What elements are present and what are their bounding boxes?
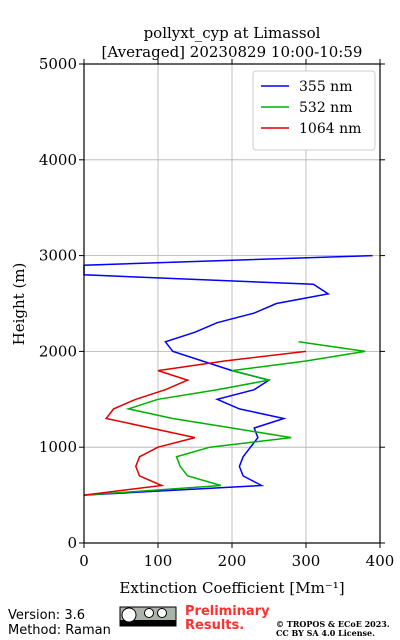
x-tick-label: 400 — [366, 552, 395, 570]
license: CC BY SA 4.0 License. — [276, 628, 375, 638]
x-axis-label: Extinction Coefficient [Mm⁻¹] — [119, 579, 344, 597]
x-tick-label: 100 — [144, 552, 173, 570]
status: Results. — [185, 618, 244, 633]
y-tick-label: 4000 — [39, 151, 77, 169]
y-tick-label: 2000 — [39, 342, 77, 360]
chart-subtitle: [Averaged] 20230829 10:00-10:59 — [102, 43, 363, 61]
version: Version: 3.6 — [8, 608, 85, 623]
legend: 355 nm 532 nm 1064 nm — [252, 70, 376, 151]
y-tick-label: 1000 — [39, 438, 77, 456]
legend-label: 1064 nm — [299, 121, 361, 137]
legend-label: 532 nm — [299, 100, 352, 116]
plot-frame — [83, 63, 381, 544]
status: Preliminary — [185, 604, 270, 619]
legend-box — [252, 70, 376, 151]
legend-label: 355 nm — [299, 79, 352, 95]
x-tick-label: 0 — [79, 552, 89, 570]
profile-line — [83, 254, 373, 496]
chart-title: pollyxt_cyp at Limassol — [144, 24, 321, 42]
method: Method: Raman — [8, 623, 111, 638]
y-tick-label: 0 — [67, 534, 77, 552]
y-tick-label: 3000 — [39, 247, 77, 265]
y-tick-label: 5000 — [39, 55, 77, 73]
license: © TROPOS & ECoE 2023. — [276, 619, 390, 629]
y-axis-label: Height (m) — [10, 263, 28, 346]
profile-line — [83, 341, 366, 496]
profile-line — [83, 350, 307, 496]
x-tick-label: 200 — [218, 552, 247, 570]
cc-logo — [119, 606, 177, 627]
x-tick-label: 300 — [292, 552, 321, 570]
